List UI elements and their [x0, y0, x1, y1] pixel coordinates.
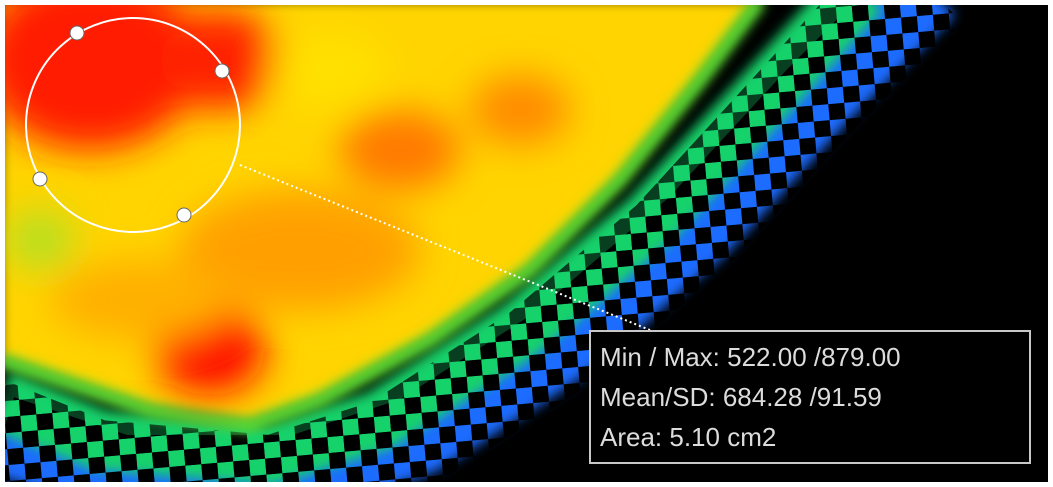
roi-handle[interactable] — [177, 208, 191, 222]
image-viewer: Min / Max: 522.00 /879.00 Mean/SD: 684.2… — [0, 0, 1053, 487]
heatmap: Min / Max: 522.00 /879.00 Mean/SD: 684.2… — [0, 0, 1048, 482]
stat-line: Mean/SD: 684.28 /91.59 — [600, 382, 882, 412]
page: {"roi_stats": {"lines": ["Min / Max: 522… — [0, 0, 1053, 487]
roi-handle[interactable] — [33, 172, 47, 186]
roi-handle[interactable] — [215, 64, 229, 78]
roi-handle[interactable] — [70, 26, 84, 40]
stat-line: Area: 5.10 cm2 — [600, 422, 776, 452]
stat-line: Min / Max: 522.00 /879.00 — [600, 342, 901, 372]
